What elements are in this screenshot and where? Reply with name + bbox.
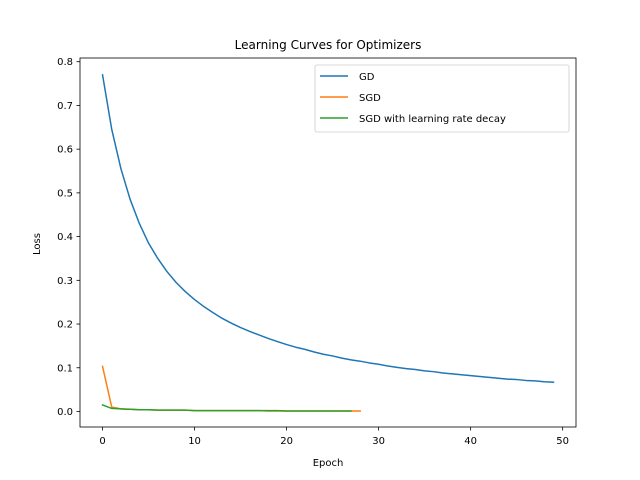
x-tick-label: 30 (372, 436, 385, 447)
y-tick-label: 0.1 (57, 363, 73, 374)
y-tick-label: 0.5 (57, 188, 73, 199)
legend-label-3: SGD with learning rate decay (359, 114, 506, 125)
y-tick-label: 0.2 (57, 320, 73, 331)
series-line-1 (101, 73, 555, 383)
legend: GD SGD SGD with learning rate decay (314, 64, 570, 133)
y-tick-label: 0.6 (57, 145, 73, 156)
x-tick-label: 40 (464, 436, 477, 447)
x-tick-label: 50 (556, 436, 569, 447)
y-tick-label: 0.7 (57, 101, 73, 112)
series-line-3 (101, 403, 352, 412)
x-tick-label: 10 (188, 436, 201, 447)
plot-lines (101, 73, 555, 412)
legend-items: GD SGD SGD with learning rate decay (320, 72, 506, 125)
y-axis-label: Loss (32, 233, 43, 255)
legend-label-1: GD (359, 72, 375, 83)
y-tick-label: 0.8 (57, 57, 73, 68)
x-axis: 0 10 20 30 40 50 (99, 427, 569, 447)
legend-box (314, 64, 570, 133)
y-tick-label: 0.3 (57, 276, 73, 287)
chart-title: Learning Curves for Optimizers (235, 38, 422, 52)
y-tick-label: 0.4 (57, 232, 73, 243)
y-tick-label: 0.0 (57, 407, 73, 418)
x-axis-label: Epoch (313, 458, 344, 469)
y-axis: 0.0 0.1 0.2 0.3 0.4 0.5 0.6 0.7 0.8 (57, 57, 80, 418)
plot-frame (79, 57, 577, 428)
legend-label-2: SGD (359, 93, 381, 104)
x-tick-label: 20 (280, 436, 293, 447)
x-tick-label: 0 (99, 436, 105, 447)
